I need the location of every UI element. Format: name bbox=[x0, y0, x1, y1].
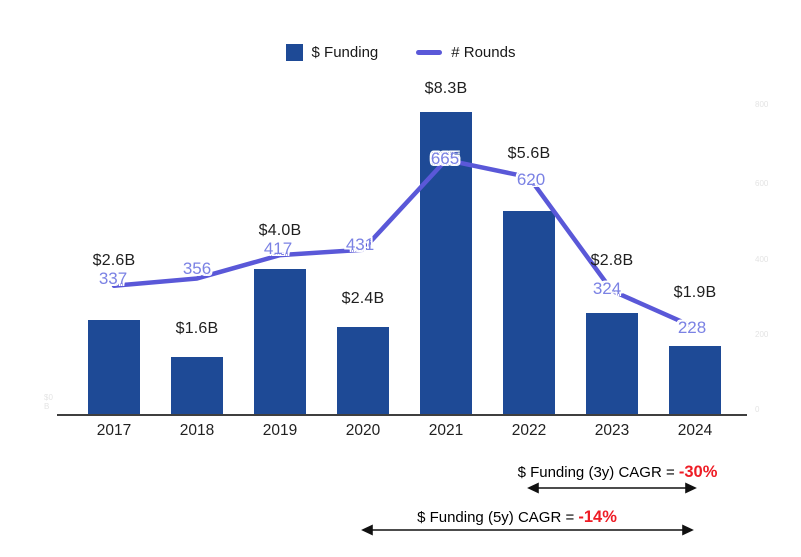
funding-swatch-icon bbox=[285, 44, 303, 61]
x-axis-label-2019: 2019 bbox=[262, 422, 298, 439]
rounds-swatch-icon bbox=[416, 50, 443, 55]
funding-bar-2023 bbox=[586, 312, 638, 415]
right-axis-remnant-tick: 600 bbox=[755, 179, 769, 188]
funding-label-2022: $5.6B bbox=[507, 145, 551, 162]
rounds-label-2021: 665 bbox=[430, 148, 460, 168]
rounds-label-2018: 356 bbox=[182, 259, 212, 279]
right-axis-remnant-tick: 200 bbox=[755, 330, 769, 339]
funding-label-2023: $2.8B bbox=[590, 252, 634, 269]
funding-label-2019: $4.0B bbox=[258, 222, 302, 239]
rounds-label-2019: 417 bbox=[263, 239, 293, 259]
x-axis-label-2022: 2022 bbox=[511, 422, 547, 439]
legend-item-funding: $ Funding bbox=[285, 44, 379, 61]
funding-label-2021: $8.3B bbox=[424, 80, 468, 97]
right-axis-remnant-tick: 400 bbox=[755, 255, 769, 264]
x-axis-label-2021: 2021 bbox=[428, 422, 464, 439]
x-axis-label-2020: 2020 bbox=[345, 422, 381, 439]
funding-label-2024: $1.9B bbox=[673, 284, 717, 301]
cagr-5y-text: $ Funding (5y) CAGR = bbox=[417, 509, 579, 526]
right-axis-remnant-tick: 800 bbox=[755, 100, 769, 109]
chart-legend: $ Funding # Rounds bbox=[0, 44, 801, 61]
cagr-5y-value: -14% bbox=[578, 508, 617, 526]
funding-label-2018: $1.6B bbox=[175, 320, 219, 337]
funding-label-2017: $2.6B bbox=[92, 252, 136, 269]
left-axis-remnant-label: $0 B bbox=[44, 393, 53, 412]
funding-bar-2018 bbox=[171, 356, 223, 415]
x-axis-label-2023: 2023 bbox=[594, 422, 630, 439]
cagr-3y-value: -30% bbox=[678, 463, 718, 481]
cagr-3y-annotation: $ Funding (3y) CAGR = -30% bbox=[505, 463, 730, 482]
rounds-label-2023: 324 bbox=[592, 278, 622, 298]
cagr-5y-annotation: $ Funding (5y) CAGR = -14% bbox=[352, 508, 682, 527]
funding-bar-2020 bbox=[337, 327, 389, 415]
rounds-label-2022: 620 bbox=[516, 170, 546, 190]
cagr-3y-text: $ Funding (3y) CAGR = bbox=[517, 464, 679, 481]
x-axis-label-2018: 2018 bbox=[179, 422, 215, 439]
x-axis-label-2017: 2017 bbox=[96, 422, 132, 439]
funding-bar-2024 bbox=[669, 345, 721, 415]
legend-item-rounds: # Rounds bbox=[416, 44, 515, 61]
funding-bar-2017 bbox=[88, 320, 140, 415]
funding-label-2020: $2.4B bbox=[341, 290, 385, 307]
x-axis-baseline bbox=[57, 414, 747, 416]
rounds-label-2024: 228 bbox=[677, 317, 707, 337]
right-axis-remnant-tick: 0 bbox=[755, 405, 760, 414]
funding-bar-2019 bbox=[254, 269, 306, 415]
funding-bar-2022 bbox=[503, 210, 555, 415]
x-axis-label-2024: 2024 bbox=[677, 422, 713, 439]
legend-rounds-label: # Rounds bbox=[451, 44, 516, 61]
rounds-label-2017: 337 bbox=[98, 268, 128, 288]
legend-funding-label: $ Funding bbox=[311, 44, 379, 61]
rounds-label-2020: 431 bbox=[345, 234, 375, 254]
